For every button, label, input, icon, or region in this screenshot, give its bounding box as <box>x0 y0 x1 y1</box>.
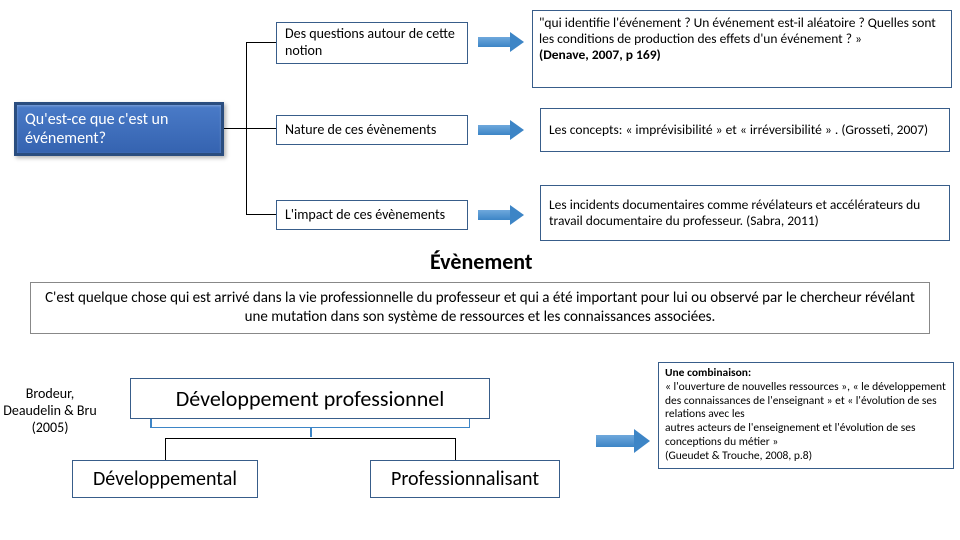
devprof-box: Développement professionnel <box>130 378 490 419</box>
mid-box-impact: L'impact de ces évènements <box>276 200 468 230</box>
right-box-2: Les concepts: « imprévisibilité » et « i… <box>540 108 950 152</box>
arrow-icon <box>478 210 510 220</box>
arrow-icon <box>596 435 634 447</box>
right-box-3: Les incidents documentaires comme révéla… <box>540 185 950 241</box>
mid-text: L'impact de ces évènements <box>285 207 445 224</box>
right-text: Les incidents documentaires comme révéla… <box>549 197 941 229</box>
sub-text: Professionnalisant <box>391 467 539 491</box>
mid-text: Nature de ces évènements <box>285 122 436 139</box>
connector-line <box>246 42 276 43</box>
definition-text: C'est quelque chose qui est arrivé dans … <box>45 289 915 326</box>
mid-box-questions: Des questions autour de cette notion <box>276 22 468 64</box>
right-box-1: "qui identifie l'événement ? Un événemen… <box>532 10 952 88</box>
right-text: "qui identifie l'événement ? Un événemen… <box>539 14 936 47</box>
right-text: Les concepts: « imprévisibilité » et « i… <box>549 122 928 138</box>
combo-title: Une combinaison: <box>665 367 947 381</box>
sub-box-professionnalisant: Professionnalisant <box>370 460 560 498</box>
definition-box: C'est quelque chose qui est arrivé dans … <box>30 282 930 334</box>
arrow-head-icon <box>510 205 524 225</box>
right-cite: (Denave, 2007, p 169) <box>539 46 661 63</box>
brace-icon <box>150 418 470 428</box>
mid-text: Des questions autour de cette notion <box>285 26 459 60</box>
arrow-head-icon <box>510 32 524 52</box>
connector-line <box>165 438 455 439</box>
arrow-head-icon <box>634 429 650 453</box>
combo-box: Une combinaison: « l'ouverture de nouvel… <box>658 362 954 469</box>
arrow-icon <box>478 37 510 47</box>
connector-line <box>224 128 246 129</box>
connector-line <box>165 438 166 460</box>
devprof-text: Développement professionnel <box>176 385 445 412</box>
main-question-box: Qu'est-ce que c'est un événement? <box>14 102 224 156</box>
sub-text: Développemental <box>93 467 237 491</box>
connector-line <box>455 438 456 460</box>
main-question-text: Qu'est-ce que c'est un événement? <box>25 110 213 148</box>
connector-line <box>246 214 276 215</box>
arrow-head-icon <box>510 120 524 140</box>
connector-line <box>246 128 276 129</box>
sub-box-developpemental: Développemental <box>72 460 258 498</box>
combo-cite: (Gueudet & Trouche, 2008, p.8) <box>665 450 947 464</box>
evenement-heading: Évènement <box>430 248 533 275</box>
citation-brodeur: Brodeur, Deaudelin & Bru (2005) <box>0 386 100 436</box>
arrow-icon <box>478 125 510 135</box>
mid-box-nature: Nature de ces évènements <box>276 115 468 145</box>
combo-body: « l'ouverture de nouvelles ressources »,… <box>665 381 947 450</box>
